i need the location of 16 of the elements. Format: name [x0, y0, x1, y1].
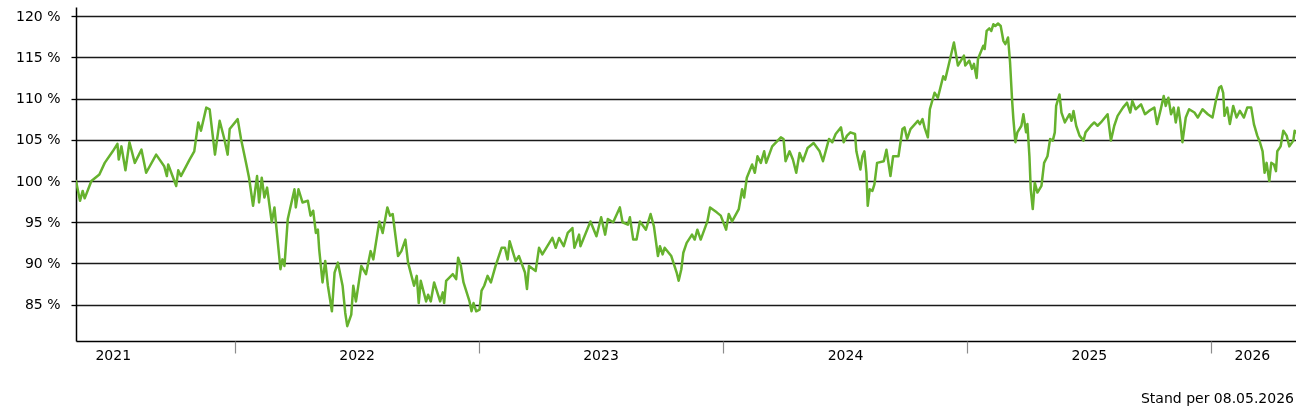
- y-tick-label: 105 %: [16, 131, 61, 148]
- x-tick-label: 2026: [1234, 346, 1271, 363]
- line-series: [76, 22, 1296, 328]
- y-tick-label: 90 %: [24, 254, 61, 271]
- y-tick-label: 110 %: [16, 90, 61, 107]
- y-tick-label: 100 %: [16, 172, 61, 189]
- y-tick-label: 95 %: [24, 213, 61, 230]
- y-tick-label: 115 %: [16, 48, 61, 65]
- x-tick-label: 2022: [339, 346, 375, 363]
- y-tick-label: 85 %: [24, 296, 61, 313]
- x-tick-label: 2024: [827, 346, 864, 363]
- text: Stand per 08.05.2026: [1140, 390, 1295, 406]
- x-tick-label: 2023: [583, 346, 619, 363]
- y-tick-label: 120 %: [16, 7, 61, 24]
- x-tick-label: 2021: [95, 346, 132, 363]
- x-tick-label: 2025: [1071, 346, 1108, 363]
